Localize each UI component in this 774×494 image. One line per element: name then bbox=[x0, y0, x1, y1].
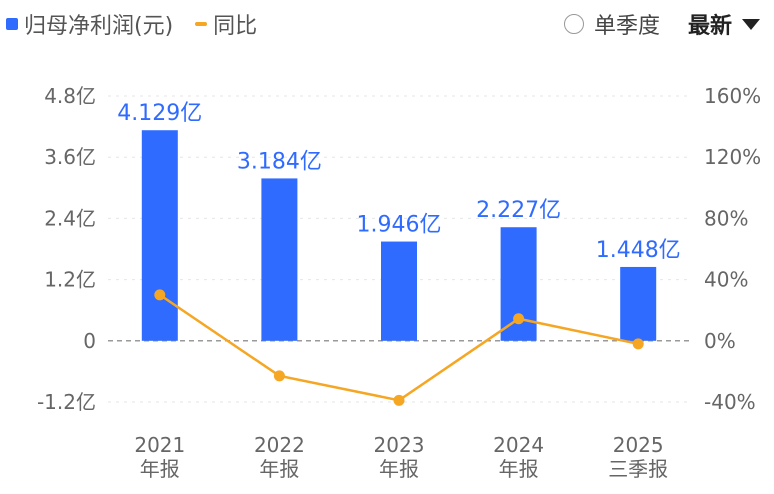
bar-data-label: 1.448亿 bbox=[596, 238, 681, 263]
y-left-tick-label: 4.8亿 bbox=[44, 84, 96, 108]
bar-data-label: 3.184亿 bbox=[237, 149, 322, 174]
legend-yoy-label: 同比 bbox=[213, 14, 258, 39]
bar bbox=[261, 178, 298, 341]
x-tick-label-period: 年报 bbox=[259, 457, 299, 481]
yoy-point bbox=[154, 289, 166, 301]
y-right-tick-label: 80% bbox=[704, 206, 748, 230]
y-right-tick-label: 160% bbox=[704, 84, 761, 108]
x-tick-label-year: 2021 bbox=[134, 433, 185, 457]
sort-dropdown[interactable]: 最新 bbox=[688, 8, 760, 40]
x-tick-label-period: 年报 bbox=[140, 457, 180, 481]
legend-net-profit-label: 归母净利润(元) bbox=[24, 14, 174, 39]
x-tick-label-year: 2024 bbox=[493, 433, 544, 457]
yoy-point bbox=[513, 313, 525, 325]
x-tick-label-year: 2025 bbox=[613, 433, 664, 457]
chart-legend: 归母净利润(元) 同比 bbox=[6, 8, 257, 40]
y-left-tick-label: 1.2亿 bbox=[44, 268, 96, 292]
yoy-point bbox=[632, 338, 644, 350]
y-left-tick-label: 2.4亿 bbox=[44, 206, 96, 230]
bar bbox=[620, 266, 657, 341]
y-left-tick-label: -1.2亿 bbox=[37, 390, 96, 414]
y-right-tick-label: -40% bbox=[704, 390, 756, 414]
bar bbox=[381, 241, 417, 341]
bar bbox=[141, 130, 178, 341]
legend-item-net-profit[interactable]: 归母净利润(元) bbox=[6, 8, 173, 40]
y-right-tick-label: 120% bbox=[704, 145, 761, 169]
quarterly-radio[interactable] bbox=[563, 14, 584, 34]
bar-data-label: 2.227亿 bbox=[476, 198, 561, 223]
sort-label: 最新 bbox=[687, 14, 732, 39]
x-tick-label-period: 年报 bbox=[499, 457, 539, 481]
y-left-tick-label: 3.6亿 bbox=[44, 145, 96, 169]
legend-line-swatch bbox=[195, 22, 208, 26]
yoy-point bbox=[393, 394, 405, 406]
legend-bar-swatch bbox=[6, 18, 18, 30]
yoy-point bbox=[273, 370, 285, 382]
chart-controls: 单季度 最新 bbox=[563, 6, 760, 42]
x-tick-label-period: 三季报 bbox=[608, 457, 668, 481]
x-tick-label-year: 2023 bbox=[374, 433, 425, 457]
x-tick-label-year: 2022 bbox=[254, 433, 305, 457]
y-right-tick-label: 40% bbox=[704, 268, 748, 292]
x-tick-label-period: 年报 bbox=[379, 457, 419, 481]
y-right-tick-label: 0% bbox=[704, 329, 736, 353]
bar-data-label: 1.946亿 bbox=[357, 213, 442, 238]
caret-down-icon bbox=[742, 18, 760, 30]
legend-item-yoy[interactable]: 同比 bbox=[195, 8, 257, 40]
bar-data-label: 4.129亿 bbox=[117, 101, 202, 126]
quarterly-label[interactable]: 单季度 bbox=[593, 14, 660, 39]
y-left-tick-label: 0 bbox=[83, 329, 96, 353]
